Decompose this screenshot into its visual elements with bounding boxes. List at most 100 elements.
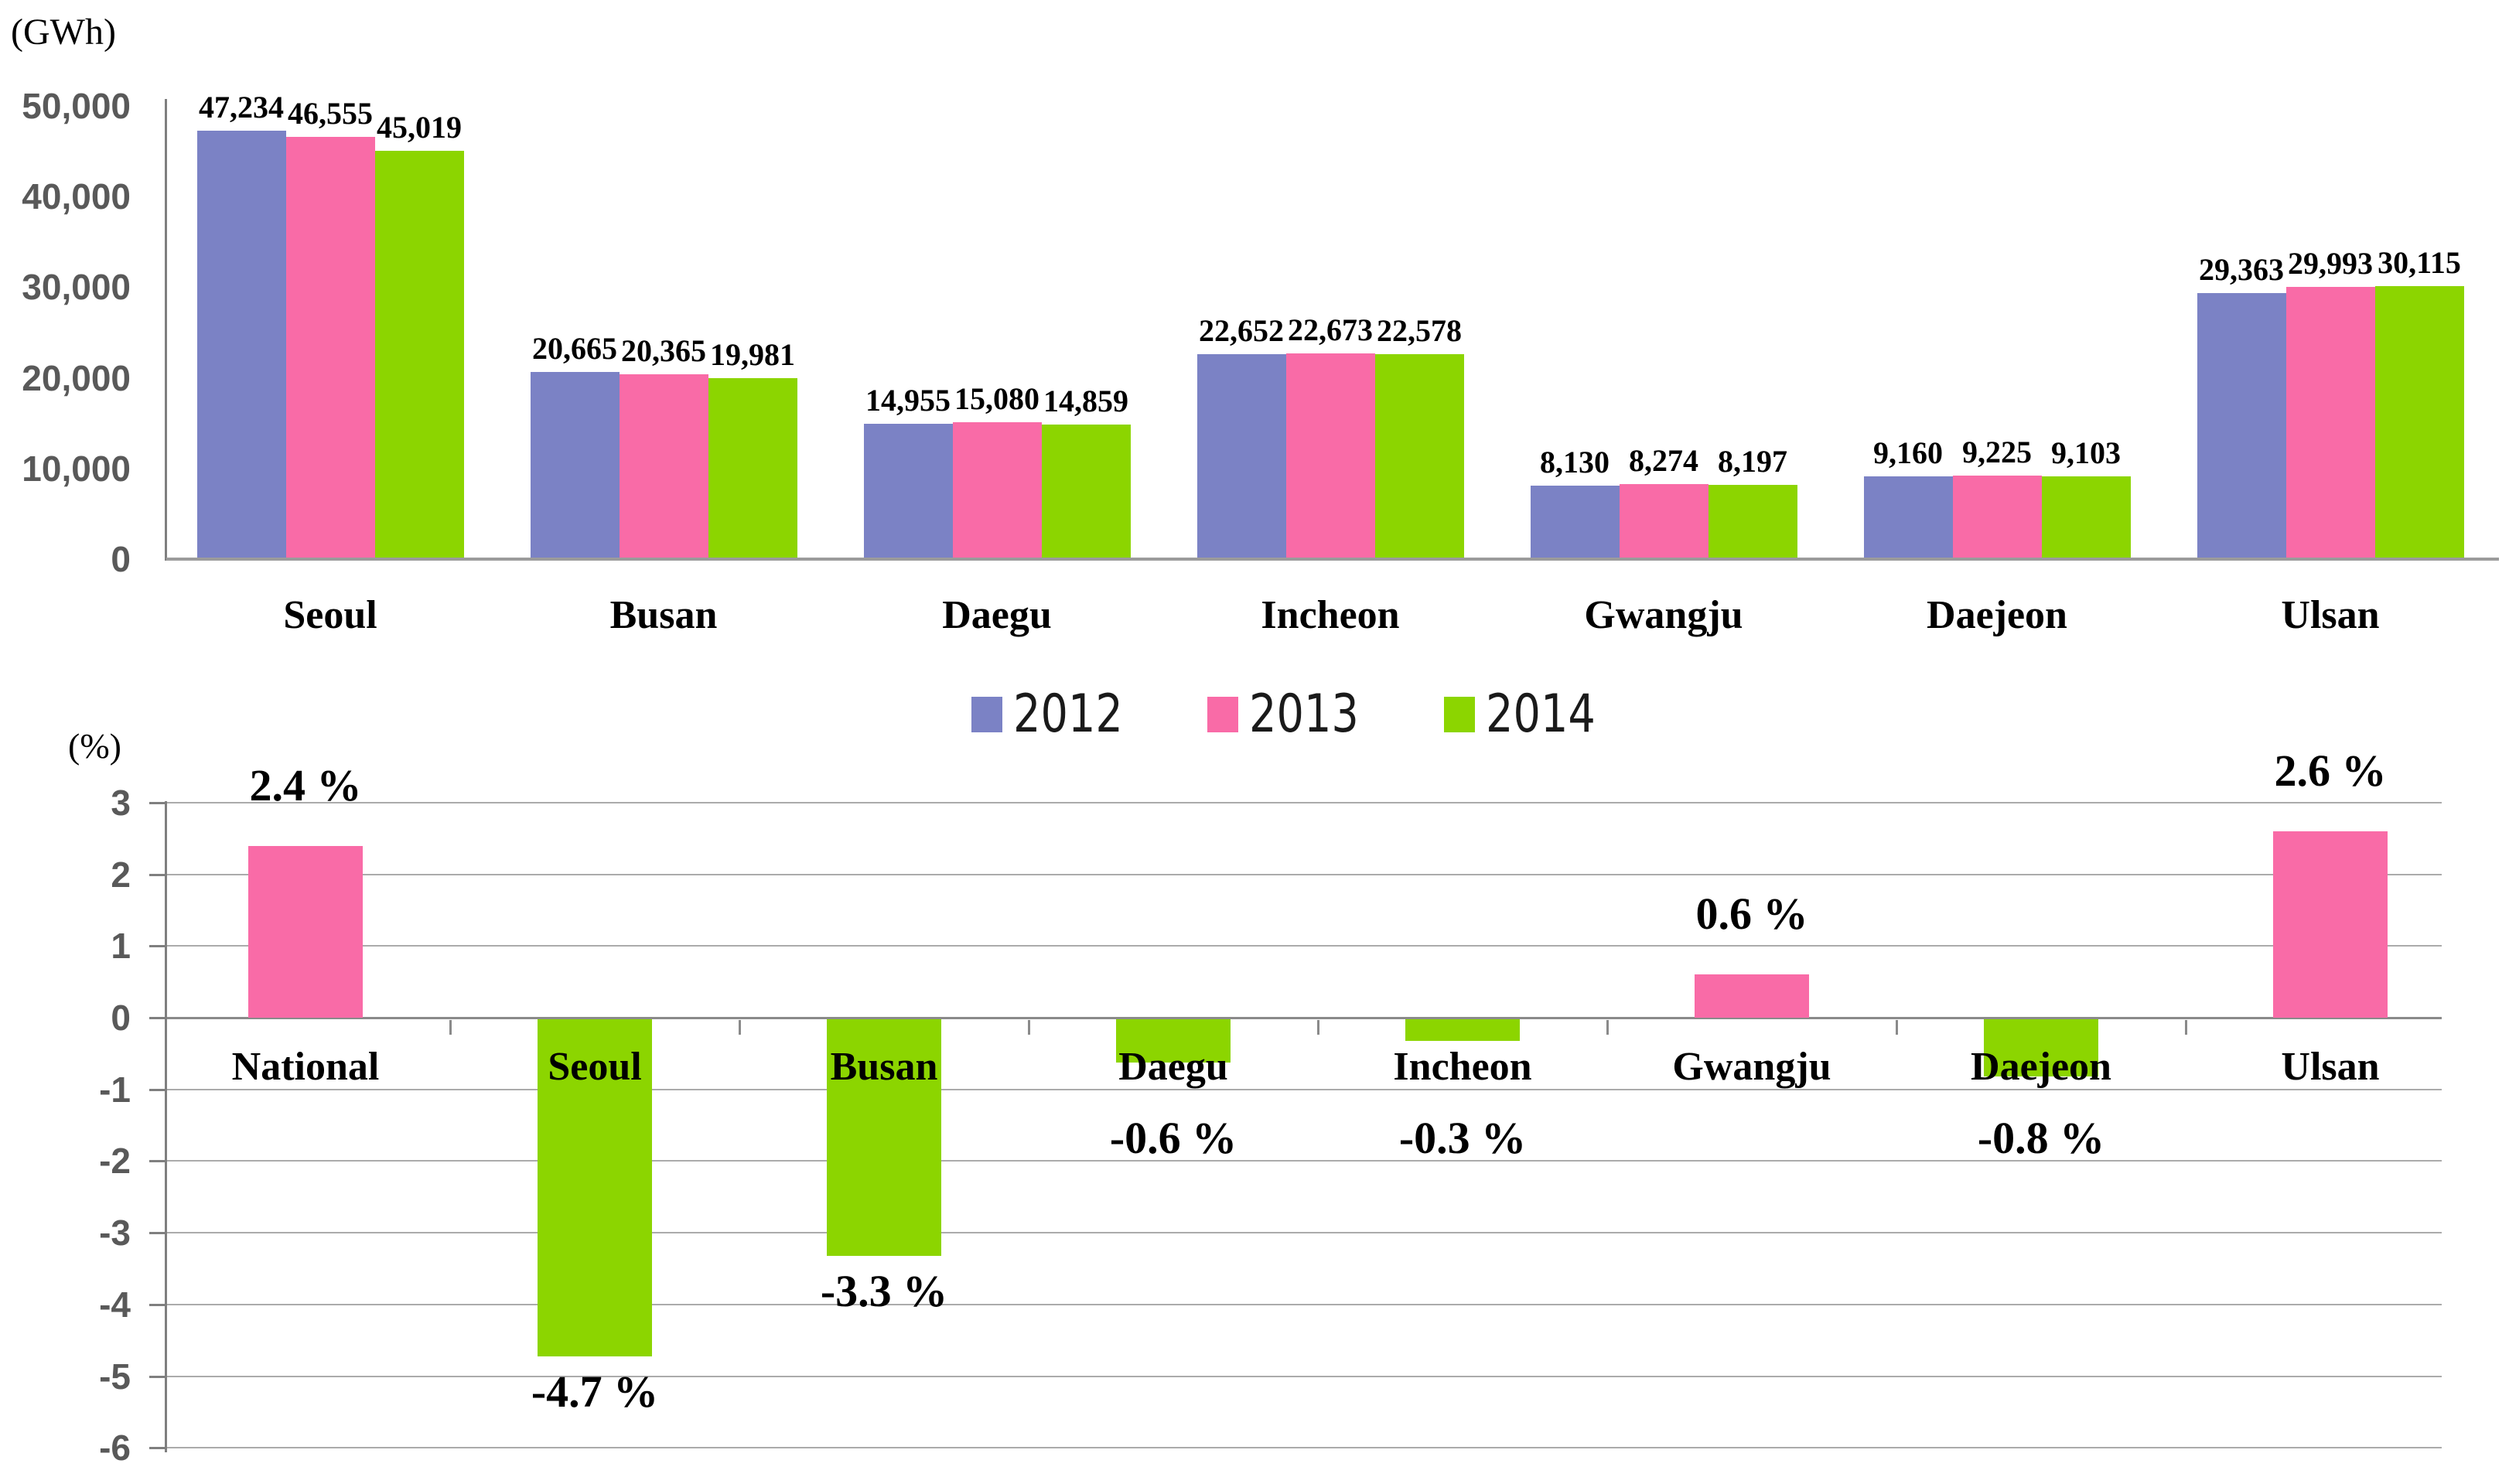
bar-2013-incheon (1286, 353, 1375, 559)
pct-bar-national (248, 846, 363, 1018)
pct-bar-gwangju (1695, 974, 1809, 1018)
value-label-2013-gwangju: 8,274 (1629, 443, 1698, 478)
pct-value-label-gwangju: 0.6 % (1695, 889, 1808, 939)
bar-2013-daegu (953, 422, 1042, 559)
gridline--5 (166, 1376, 2442, 1377)
pct-bar-ulsan (2273, 831, 2388, 1018)
legend-item-2014: 2014 (1443, 684, 1596, 745)
value-label-2012-incheon: 22,652 (1199, 313, 1284, 348)
legend-label-2012: 2012 (1013, 684, 1124, 745)
top-y-axis-line (165, 99, 167, 561)
bottom-ytick--4: -4 (99, 1284, 131, 1325)
gridline-1 (166, 945, 2442, 947)
bar-2012-daegu (864, 424, 953, 559)
pct-category-label-national: National (231, 1045, 380, 1089)
gridline--6 (166, 1447, 2442, 1448)
gridline--1 (166, 1089, 2442, 1090)
gridline--3 (166, 1232, 2442, 1233)
bottom-ytick--2: -2 (99, 1141, 131, 1181)
gwh-axis-unit-label: (GWh) (11, 12, 116, 53)
value-label-2014-daegu: 14,859 (1043, 384, 1128, 418)
bottom-axis-tick--5 (149, 1376, 166, 1378)
bottom-axis-tick-0 (149, 1017, 166, 1019)
bar-2012-busan (531, 372, 620, 559)
value-label-2013-incheon: 22,673 (1288, 312, 1373, 347)
bottom-ytick--1: -1 (99, 1070, 131, 1110)
pct-category-label-daegu: Daegu (1118, 1045, 1228, 1089)
category-label-gwangju: Gwangju (1584, 593, 1743, 637)
pct-bar-daegu (1116, 1019, 1231, 1063)
value-label-2014-gwangju: 8,197 (1718, 444, 1787, 479)
zero-axis-boundary-tick (449, 1020, 452, 1035)
value-label-2013-daejeon: 9,225 (1962, 435, 2032, 469)
bottom-y-axis-line (165, 801, 167, 1452)
gridline-2 (166, 874, 2442, 875)
zero-axis-boundary-tick (2185, 1020, 2187, 1035)
value-label-2012-daejeon: 9,160 (1873, 435, 1943, 470)
pct-category-label-busan: Busan (830, 1045, 938, 1089)
pct-value-label-daegu: -0.6 % (1109, 1113, 1237, 1163)
value-label-2014-ulsan: 30,115 (2378, 245, 2461, 280)
pct-bar-incheon (1405, 1019, 1520, 1041)
category-label-incheon: Incheon (1261, 593, 1400, 637)
bottom-axis-tick-2 (149, 874, 166, 876)
gridline-0 (166, 1017, 2442, 1019)
top-ytick-0: 0 (111, 539, 131, 579)
pct-category-label-seoul: Seoul (548, 1045, 642, 1089)
bottom-ytick--6: -6 (99, 1428, 131, 1468)
bottom-axis-tick--4 (149, 1304, 166, 1306)
zero-axis-boundary-tick (1896, 1020, 1898, 1035)
category-label-ulsan: Ulsan (2281, 593, 2380, 637)
bottom-ytick-1: 1 (111, 926, 131, 966)
pct-value-label-busan: -3.3 % (820, 1266, 948, 1316)
top-ytick-20000: 20,000 (22, 358, 131, 398)
bar-2012-ulsan (2197, 293, 2286, 559)
value-label-2014-daejeon: 9,103 (2051, 435, 2121, 470)
legend-label-2014: 2014 (1485, 684, 1596, 745)
bar-2014-daejeon (2042, 476, 2131, 559)
bar-2013-daejeon (1953, 476, 2042, 559)
gridline--4 (166, 1304, 2442, 1305)
pct-value-label-national: 2.4 % (249, 760, 362, 810)
top-ytick-30000: 30,000 (22, 267, 131, 307)
legend-swatch-2013 (1207, 696, 1239, 732)
bar-2014-daegu (1042, 425, 1131, 559)
zero-axis-boundary-tick (739, 1020, 741, 1035)
category-label-seoul: Seoul (283, 593, 377, 637)
category-label-daejeon: Daejeon (1927, 593, 2067, 637)
bottom-axis-tick-3 (149, 802, 166, 804)
value-label-2014-incheon: 22,578 (1377, 313, 1462, 348)
bar-2012-gwangju (1531, 486, 1620, 559)
bar-2014-busan (708, 378, 797, 559)
value-label-2013-busan: 20,365 (621, 333, 706, 368)
pct-bar-seoul (538, 1019, 652, 1356)
legend-swatch-2014 (1443, 696, 1475, 732)
bottom-axis-tick-1 (149, 945, 166, 947)
bottom-ytick-0: 0 (111, 998, 131, 1038)
pct-value-label-daejeon: -0.8 % (1977, 1113, 2105, 1163)
bottom-axis-tick--1 (149, 1089, 166, 1091)
top-ytick-40000: 40,000 (22, 176, 131, 217)
bottom-axis-tick--6 (149, 1447, 166, 1449)
gridline--2 (166, 1160, 2442, 1162)
value-label-2012-ulsan: 29,363 (2199, 252, 2284, 287)
bar-2013-seoul (286, 137, 375, 559)
top-ytick-10000: 10,000 (22, 449, 131, 489)
value-label-2014-seoul: 45,019 (377, 110, 462, 145)
value-label-2012-seoul: 47,234 (199, 90, 284, 125)
value-label-2014-busan: 19,981 (710, 337, 795, 372)
legend-item-2013: 2013 (1207, 684, 1359, 745)
legend-item-2012: 2012 (971, 684, 1124, 745)
pct-value-label-seoul: -4.7 % (531, 1366, 659, 1417)
category-label-daegu: Daegu (942, 593, 1052, 637)
pct-category-label-incheon: Incheon (1393, 1045, 1532, 1089)
pct-bar-busan (827, 1019, 941, 1256)
bar-2013-ulsan (2286, 287, 2375, 559)
bar-2012-seoul (197, 131, 286, 559)
bottom-axis-tick--3 (149, 1232, 166, 1234)
bottom-ytick-2: 2 (111, 855, 131, 895)
bottom-axis-tick--2 (149, 1160, 166, 1162)
pct-bar-daejeon (1984, 1019, 2098, 1076)
pct-category-label-gwangju: Gwangju (1672, 1045, 1831, 1089)
gridline-3 (166, 802, 2442, 803)
